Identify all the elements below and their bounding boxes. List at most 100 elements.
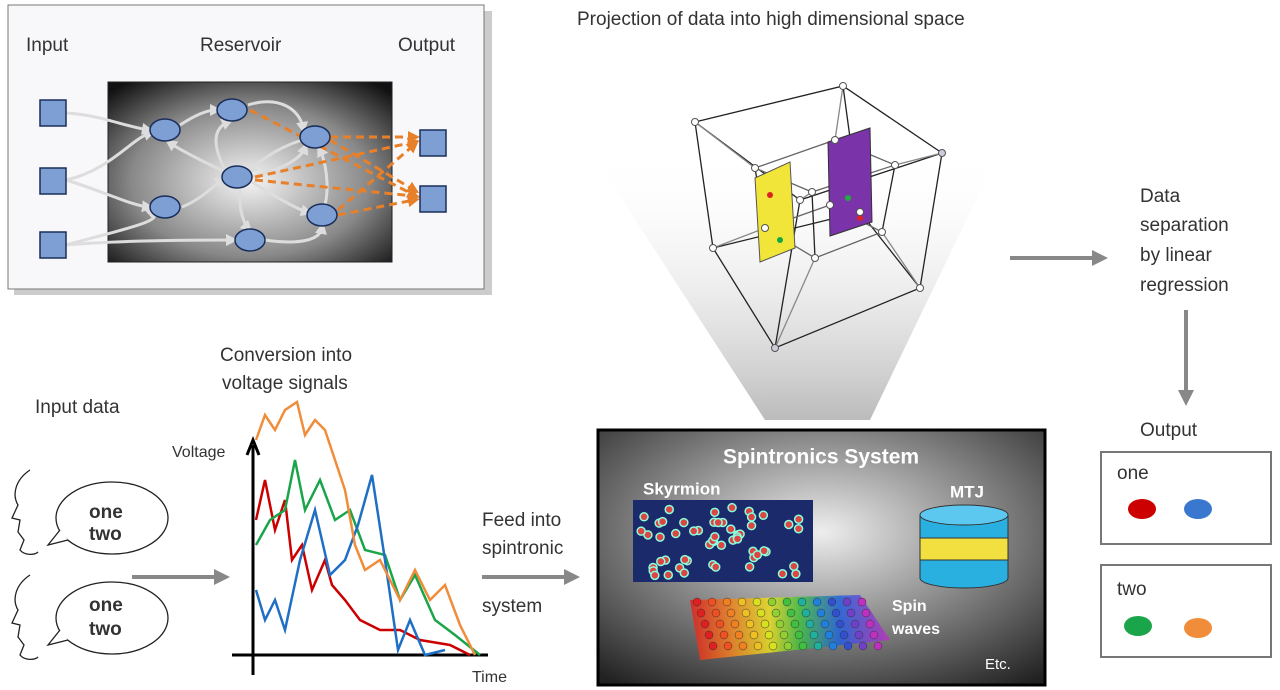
output-box (1100, 564, 1272, 658)
decor (801, 608, 811, 618)
reservoir-nodes (39, 98, 447, 259)
decor (790, 619, 800, 629)
separation-line: Data (1140, 186, 1181, 207)
decor (655, 532, 665, 542)
decor (639, 512, 649, 522)
conversion-line: Conversion into (220, 345, 352, 366)
decor (700, 619, 710, 629)
decor (696, 608, 706, 618)
decor (679, 568, 690, 578)
decor (869, 630, 879, 640)
decor (753, 641, 763, 651)
decor (657, 516, 668, 527)
decor (704, 630, 714, 640)
mtj-label: MTJ (950, 482, 984, 501)
output-label: one (1117, 463, 1149, 484)
decor (710, 507, 720, 518)
decor (857, 597, 867, 607)
decor (782, 597, 792, 607)
decor (779, 630, 789, 640)
decor (797, 597, 807, 607)
decor (711, 608, 721, 618)
dot (1184, 618, 1212, 638)
decor (839, 630, 849, 640)
separation-line: regression (1140, 275, 1229, 296)
yellow-plane (754, 161, 796, 263)
decor (713, 517, 723, 528)
decor (679, 517, 689, 528)
decor (664, 504, 674, 515)
decor (777, 569, 788, 579)
decor (756, 608, 766, 618)
plane-points (767, 192, 863, 243)
decor (775, 619, 785, 629)
decor (722, 597, 732, 607)
decor (768, 641, 778, 651)
skyrmion-label: Skyrmion (643, 479, 720, 498)
decor (710, 562, 721, 572)
conversion-line: voltage signals (222, 373, 348, 394)
decor (786, 608, 796, 618)
decor (809, 630, 819, 640)
decor (813, 641, 823, 651)
separation-line: by linear (1140, 245, 1212, 266)
output-label: Output (398, 35, 456, 56)
separation-line: separation (1140, 215, 1229, 236)
decor (710, 532, 720, 542)
decor (688, 526, 699, 536)
bubble-word: two (89, 619, 122, 640)
decor (663, 570, 674, 580)
decor (828, 641, 838, 651)
decor (824, 630, 834, 640)
readout-links (249, 108, 420, 217)
decor (827, 597, 837, 607)
decor (854, 630, 864, 640)
spintronics-title: Spintronics System (723, 446, 919, 469)
spin-waves-label: Spin (892, 598, 927, 615)
speakers (11, 469, 169, 661)
decor (842, 597, 852, 607)
decor (708, 641, 718, 651)
decor (680, 554, 690, 565)
reservoir-label: Reservoir (200, 35, 282, 56)
decor (730, 619, 740, 629)
decor (636, 526, 646, 536)
dot (1124, 616, 1152, 636)
decor (726, 524, 736, 534)
decor (738, 641, 748, 651)
dot (1128, 499, 1156, 519)
etc-label: Etc. (985, 656, 1011, 673)
cube-vertices (691, 82, 946, 352)
decor (749, 630, 759, 640)
output-label: two (1117, 579, 1147, 600)
decor (650, 570, 660, 581)
decor (794, 630, 804, 640)
feed-line: system (482, 596, 542, 617)
input-label: Input (26, 35, 69, 56)
decor (719, 630, 729, 640)
spin-arrows (692, 597, 883, 651)
feed-line: Feed into (482, 510, 561, 531)
decor (858, 641, 868, 651)
decor (746, 520, 757, 531)
skyrmions (636, 502, 804, 581)
decor (746, 512, 757, 522)
x-axis-label: Time (472, 669, 507, 686)
decor (715, 619, 725, 629)
spin-waves-label: waves (891, 621, 940, 638)
decor (745, 619, 755, 629)
decor (791, 569, 801, 579)
decor (760, 619, 770, 629)
decor (865, 619, 875, 629)
decor (744, 562, 755, 572)
decor (726, 608, 736, 618)
decor (850, 619, 860, 629)
decor (793, 523, 804, 534)
projection-title: Projection of data into high dimensional… (577, 9, 965, 30)
bubble-word: two (89, 524, 122, 545)
decor (670, 528, 681, 539)
decor (734, 630, 744, 640)
decor (692, 597, 702, 607)
